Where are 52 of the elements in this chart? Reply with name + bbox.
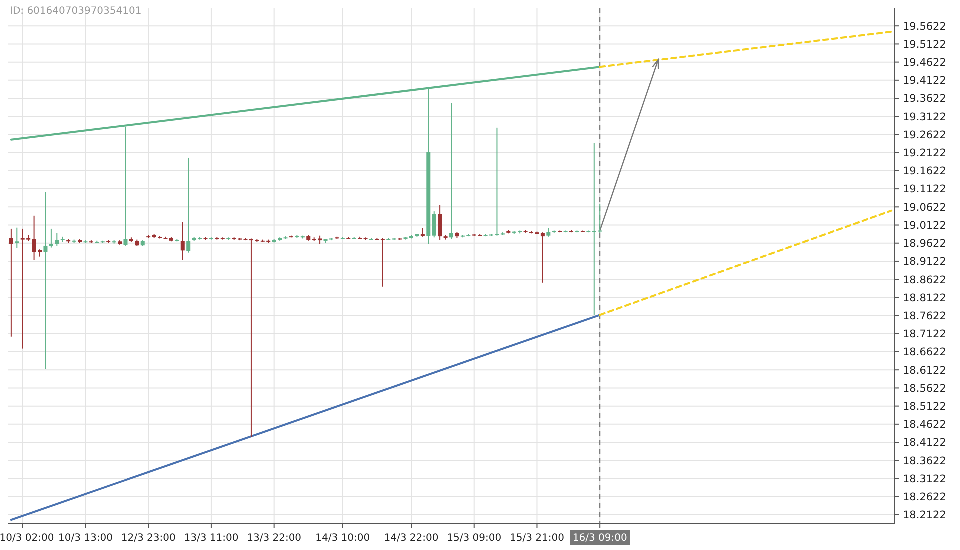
candlestick xyxy=(180,222,185,261)
x-tick-label: 13/3 11:00 xyxy=(184,533,239,544)
candlestick xyxy=(44,192,48,370)
y-tick-label: 18.3622 xyxy=(903,455,946,468)
candlestick xyxy=(380,238,385,288)
y-tick-label: 19.1622 xyxy=(903,166,946,178)
y-tick-label: 19.2622 xyxy=(903,129,946,142)
y-tick-label: 18.2122 xyxy=(903,510,946,522)
y-tick-label: 18.4122 xyxy=(903,437,946,450)
y-tick-label: 18.7622 xyxy=(903,310,946,322)
candlestick xyxy=(15,227,20,250)
y-tick-label: 19.4122 xyxy=(903,75,946,88)
y-tick-label: 18.3122 xyxy=(903,473,946,486)
y-tick-label: 18.2622 xyxy=(903,492,946,504)
y-tick-label: 18.4622 xyxy=(903,419,946,432)
y-tick-label: 19.5622 xyxy=(903,20,946,33)
candlestick xyxy=(438,204,442,241)
x-tick-label: 16/3 09:00 xyxy=(572,533,628,544)
x-tick-label: 12/3 23:00 xyxy=(121,533,176,544)
y-tick-label: 19.3122 xyxy=(903,111,946,124)
y-tick-label: 19.0622 xyxy=(903,202,946,214)
y-tick-label: 19.0122 xyxy=(903,220,946,232)
y-tick-label: 19.2122 xyxy=(903,148,946,160)
y-tick-label: 18.9622 xyxy=(903,238,946,250)
x-tick-label: 14/3 22:00 xyxy=(384,533,439,544)
y-tick-label: 18.5622 xyxy=(903,382,946,395)
candlestick xyxy=(540,232,545,284)
candlestick xyxy=(432,211,436,238)
candlestick xyxy=(55,232,60,246)
y-tick-label: 18.9122 xyxy=(903,256,946,268)
y-tick-label: 18.8622 xyxy=(903,274,946,286)
candlestick xyxy=(186,157,191,254)
y-tick-label: 19.5122 xyxy=(903,38,946,51)
candlestick xyxy=(495,127,500,236)
candlestick xyxy=(9,228,14,338)
candlestick xyxy=(450,102,454,240)
x-tick-label: 10/3 13:00 xyxy=(58,533,113,544)
y-tick-label: 18.6622 xyxy=(903,346,946,359)
y-tick-label: 18.7122 xyxy=(903,328,946,341)
y-tick-label: 19.3622 xyxy=(903,93,946,106)
annotation: ID: 601640703970354101 xyxy=(10,6,142,17)
x-tick-label: 15/3 21:00 xyxy=(510,533,564,544)
y-tick-label: 19.4622 xyxy=(903,56,946,69)
x-tick-label: 10/3 02:00 xyxy=(0,533,54,544)
y-tick-label: 18.8122 xyxy=(903,292,946,304)
x-tick-label: 14/3 10:00 xyxy=(316,533,370,544)
candlestick xyxy=(49,228,54,248)
x-tick-label: 13/3 22:00 xyxy=(247,533,302,544)
y-tick-label: 18.5122 xyxy=(903,400,946,413)
y-tick-label: 19.1122 xyxy=(903,184,946,196)
y-tick-label: 18.6122 xyxy=(903,364,946,377)
x-tick-label: 15/3 09:00 xyxy=(447,533,502,544)
